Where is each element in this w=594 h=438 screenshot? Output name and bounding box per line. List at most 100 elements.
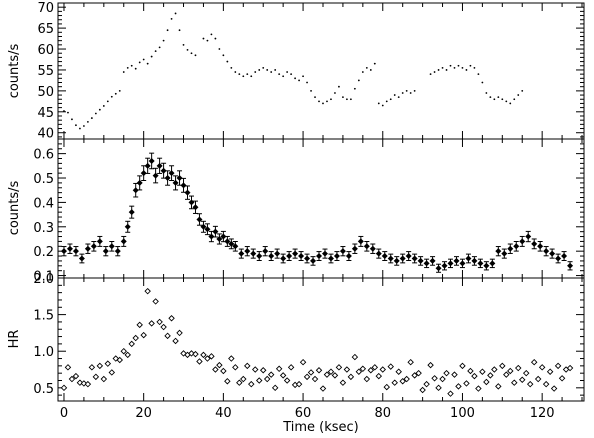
data-point [441, 262, 448, 269]
data-point [367, 367, 375, 374]
data-point [423, 260, 430, 267]
data-point [385, 100, 388, 103]
xtick-label: 100 [450, 406, 475, 421]
data-point [228, 240, 235, 247]
data-point [246, 73, 249, 76]
data-point [212, 366, 219, 373]
data-point [522, 369, 530, 377]
data-point [244, 362, 251, 370]
data-point [79, 127, 81, 130]
data-point [299, 358, 307, 366]
data-point [271, 384, 279, 392]
data-point [429, 73, 432, 76]
data-point [298, 253, 305, 260]
data-point [343, 366, 351, 373]
data-point [102, 105, 105, 107]
data-point [136, 321, 143, 329]
data-point [230, 66, 233, 69]
data-point [393, 257, 400, 264]
data-point [326, 100, 328, 103]
data-point [335, 364, 343, 371]
data-point [423, 380, 430, 388]
data-point [194, 54, 197, 57]
panel-middle-xaxis-ticks [63, 139, 583, 278]
data-point [176, 329, 183, 337]
data-point [445, 69, 448, 71]
data-point [471, 372, 478, 380]
data-point [250, 250, 257, 257]
panel-bottom-xaxis: 0 20 40 60 80 100 120 [60, 278, 583, 421]
data-point [75, 124, 77, 127]
data-point [383, 383, 390, 391]
data-point [144, 287, 151, 295]
data-point [330, 98, 332, 101]
data-point [83, 125, 85, 127]
data-point [164, 332, 171, 340]
data-point [307, 369, 315, 376]
data-point [550, 385, 558, 392]
data-point [403, 375, 410, 383]
data-point [345, 253, 352, 260]
data-point [72, 372, 80, 380]
data-point [138, 61, 141, 64]
data-point [310, 257, 317, 264]
data-point [365, 66, 368, 69]
data-point [90, 243, 97, 250]
data-point [218, 48, 221, 50]
data-point [92, 373, 100, 381]
data-point [566, 364, 574, 372]
data-point [90, 117, 93, 119]
data-point [80, 380, 88, 387]
data-point [447, 260, 454, 267]
data-point [204, 226, 211, 233]
ytick-label: 0.5 [33, 382, 54, 397]
panel-middle-ylabel: counts/s [7, 180, 22, 235]
data-point [393, 94, 396, 96]
data-point [224, 377, 231, 385]
data-point [323, 371, 331, 378]
data-point [252, 366, 259, 373]
data-point [355, 368, 363, 375]
data-point [220, 233, 227, 240]
panel-bottom-yaxis: 0.5 1.0 1.5 2.0 [33, 272, 584, 397]
data-point [339, 248, 346, 255]
data-point [331, 372, 339, 379]
data-point [417, 257, 424, 264]
data-point [334, 92, 336, 94]
data-point [469, 64, 472, 67]
data-point [518, 376, 526, 384]
data-point [298, 79, 300, 82]
data-point [64, 364, 72, 371]
data-point [295, 380, 303, 388]
data-point [437, 69, 440, 71]
data-point [244, 248, 251, 255]
data-point [172, 179, 179, 186]
ytick-label: 65 [37, 22, 54, 37]
xtick-label: 80 [374, 406, 391, 421]
data-point [451, 371, 458, 378]
data-point [255, 377, 263, 384]
data-point [435, 265, 442, 272]
data-point [321, 250, 328, 257]
data-point [453, 66, 456, 69]
data-point [507, 367, 514, 375]
data-point [487, 372, 494, 379]
data-point [66, 245, 73, 252]
xtick-label: 120 [530, 406, 555, 421]
data-point [318, 100, 320, 103]
data-point [204, 355, 211, 362]
data-point [140, 170, 147, 177]
ytick-label: 70 [37, 1, 54, 16]
data-point [78, 255, 85, 262]
data-point [525, 233, 532, 240]
data-point [538, 364, 546, 371]
data-point [96, 362, 104, 370]
panel-bottom-ylabel: HR [7, 330, 22, 349]
panel-top-xaxis-ticks [63, 3, 583, 139]
data-point [483, 262, 490, 269]
data-point [537, 243, 544, 250]
data-point [409, 92, 412, 94]
data-point [266, 69, 269, 71]
x-axis-label: Time (ksec) [282, 420, 359, 435]
